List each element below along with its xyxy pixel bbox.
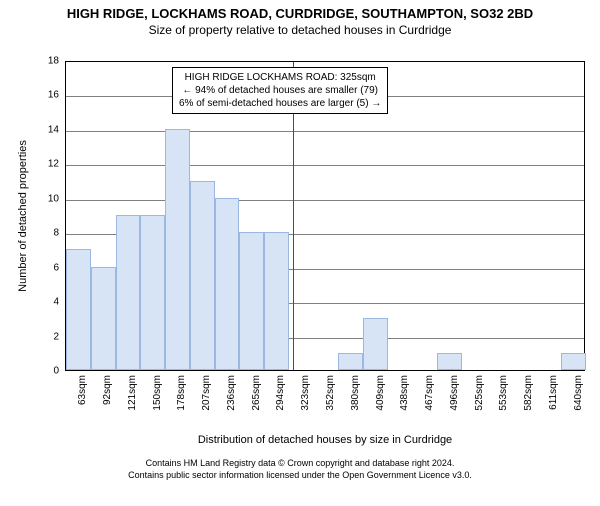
annotation-line3: 6% of semi-detached houses are larger (5… [179, 97, 381, 110]
chart-title: HIGH RIDGE, LOCKHAMS ROAD, CURDRIDGE, SO… [0, 6, 600, 21]
x-tick-label: 582sqm [523, 371, 534, 411]
y-axis-label: Number of detached properties [17, 140, 29, 292]
y-tick-label: 4 [53, 297, 65, 308]
x-tick-label: 265sqm [251, 371, 262, 411]
footer-line2: Contains public sector information licen… [0, 470, 600, 482]
x-tick-label: 236sqm [226, 371, 237, 411]
chart-subtitle: Size of property relative to detached ho… [0, 23, 600, 37]
x-tick-label: 640sqm [573, 371, 584, 411]
y-tick-label: 8 [53, 228, 65, 239]
y-tick-label: 0 [53, 366, 65, 377]
x-tick-label: 294sqm [275, 371, 286, 411]
x-tick-label: 553sqm [498, 371, 509, 411]
y-tick-label: 18 [48, 56, 65, 67]
histogram-bar [215, 198, 240, 370]
footer: Contains HM Land Registry data © Crown c… [0, 458, 600, 481]
y-tick-label: 2 [53, 331, 65, 342]
grid-line [66, 131, 584, 132]
x-tick-label: 496sqm [449, 371, 460, 411]
histogram-bar [66, 249, 91, 370]
histogram-bar [91, 267, 116, 370]
histogram-bar [561, 353, 586, 370]
histogram-bar [363, 318, 388, 370]
y-tick-label: 16 [48, 90, 65, 101]
y-tick-label: 6 [53, 262, 65, 273]
y-tick-label: 10 [48, 193, 65, 204]
histogram-bar [165, 129, 190, 370]
x-tick-label: 467sqm [424, 371, 435, 411]
histogram-bar [239, 232, 264, 370]
histogram-bar [338, 353, 363, 370]
x-axis-label: Distribution of detached houses by size … [198, 434, 452, 446]
annotation-line2: ← 94% of detached houses are smaller (79… [179, 84, 381, 97]
y-tick-label: 12 [48, 159, 65, 170]
x-tick-label: 323sqm [300, 371, 311, 411]
grid-line [66, 165, 584, 166]
x-tick-label: 525sqm [474, 371, 485, 411]
x-tick-label: 611sqm [548, 371, 559, 410]
grid-line [66, 200, 584, 201]
footer-line1: Contains HM Land Registry data © Crown c… [0, 458, 600, 470]
annotation-line1: HIGH RIDGE LOCKHAMS ROAD: 325sqm [179, 71, 381, 84]
histogram-bar [437, 353, 462, 370]
histogram-bar [190, 181, 215, 370]
x-tick-label: 178sqm [176, 371, 187, 411]
annotation-box: HIGH RIDGE LOCKHAMS ROAD: 325sqm ← 94% o… [172, 67, 388, 114]
histogram-bar [116, 215, 141, 370]
x-tick-label: 438sqm [399, 371, 410, 411]
x-tick-label: 352sqm [325, 371, 336, 411]
x-tick-label: 121sqm [127, 371, 138, 411]
x-tick-label: 150sqm [152, 371, 163, 411]
x-tick-label: 380sqm [350, 371, 361, 411]
histogram-bar [264, 232, 289, 370]
histogram-bar [140, 215, 165, 370]
x-tick-label: 409sqm [375, 371, 386, 411]
x-tick-label: 92sqm [102, 371, 113, 405]
x-tick-label: 63sqm [77, 371, 88, 405]
x-tick-label: 207sqm [201, 371, 212, 411]
y-tick-label: 14 [48, 124, 65, 135]
